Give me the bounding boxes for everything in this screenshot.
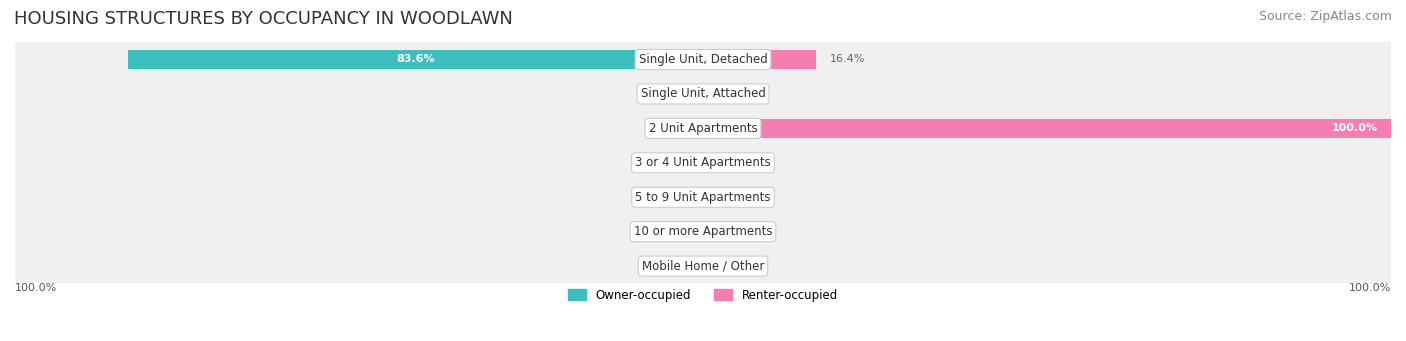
Text: 0.0%: 0.0%: [661, 192, 689, 202]
Text: 5 to 9 Unit Apartments: 5 to 9 Unit Apartments: [636, 191, 770, 204]
Text: Mobile Home / Other: Mobile Home / Other: [641, 260, 765, 272]
Text: 0.0%: 0.0%: [661, 227, 689, 237]
Bar: [15, 214, 1391, 249]
Text: 100.0%: 100.0%: [1331, 123, 1378, 133]
Text: 0.0%: 0.0%: [717, 227, 745, 237]
Bar: [703, 50, 815, 69]
Text: 0.0%: 0.0%: [661, 261, 689, 271]
Text: 0.0%: 0.0%: [661, 123, 689, 133]
Bar: [15, 77, 1391, 111]
Legend: Owner-occupied, Renter-occupied: Owner-occupied, Renter-occupied: [564, 284, 842, 306]
Text: 0.0%: 0.0%: [661, 89, 689, 99]
Text: 100.0%: 100.0%: [15, 283, 58, 293]
Text: Single Unit, Detached: Single Unit, Detached: [638, 53, 768, 66]
Text: Single Unit, Attached: Single Unit, Attached: [641, 87, 765, 101]
Text: 100.0%: 100.0%: [1348, 283, 1391, 293]
Bar: [15, 111, 1391, 146]
Text: 3 or 4 Unit Apartments: 3 or 4 Unit Apartments: [636, 156, 770, 169]
Bar: [703, 119, 1391, 138]
Text: 0.0%: 0.0%: [661, 158, 689, 168]
Bar: [15, 42, 1391, 77]
Text: 2 Unit Apartments: 2 Unit Apartments: [648, 122, 758, 135]
Text: 0.0%: 0.0%: [717, 158, 745, 168]
Bar: [128, 50, 703, 69]
Text: 16.4%: 16.4%: [830, 55, 865, 64]
Text: 0.0%: 0.0%: [717, 192, 745, 202]
Text: Source: ZipAtlas.com: Source: ZipAtlas.com: [1258, 10, 1392, 23]
Bar: [15, 146, 1391, 180]
Text: 83.6%: 83.6%: [396, 55, 434, 64]
Text: 0.0%: 0.0%: [717, 261, 745, 271]
Bar: [15, 180, 1391, 214]
Text: 10 or more Apartments: 10 or more Apartments: [634, 225, 772, 238]
Bar: [15, 249, 1391, 283]
Text: 0.0%: 0.0%: [717, 89, 745, 99]
Text: HOUSING STRUCTURES BY OCCUPANCY IN WOODLAWN: HOUSING STRUCTURES BY OCCUPANCY IN WOODL…: [14, 10, 513, 28]
